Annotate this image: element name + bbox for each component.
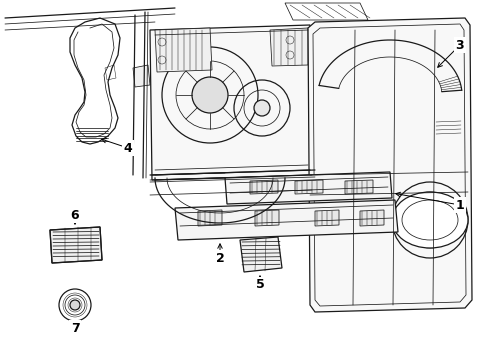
- Text: 5: 5: [255, 279, 264, 292]
- Text: 7: 7: [70, 321, 79, 334]
- Ellipse shape: [391, 192, 467, 248]
- Polygon shape: [269, 28, 307, 66]
- Polygon shape: [50, 227, 102, 263]
- Text: 1: 1: [455, 198, 464, 212]
- Text: 2: 2: [215, 252, 224, 265]
- Polygon shape: [150, 25, 311, 180]
- Polygon shape: [294, 180, 323, 194]
- Polygon shape: [175, 200, 397, 240]
- Text: 6: 6: [71, 208, 79, 221]
- Circle shape: [192, 77, 227, 113]
- Polygon shape: [224, 172, 391, 204]
- Polygon shape: [198, 210, 222, 226]
- Polygon shape: [359, 210, 383, 226]
- Circle shape: [253, 100, 269, 116]
- Polygon shape: [133, 65, 150, 87]
- Polygon shape: [434, 115, 461, 140]
- Circle shape: [70, 300, 80, 310]
- Text: 3: 3: [455, 39, 464, 51]
- Polygon shape: [249, 180, 278, 194]
- Polygon shape: [240, 237, 282, 272]
- Text: 4: 4: [123, 141, 132, 154]
- Polygon shape: [345, 180, 372, 194]
- Polygon shape: [254, 210, 279, 226]
- Polygon shape: [314, 210, 338, 226]
- Polygon shape: [155, 28, 212, 72]
- Polygon shape: [307, 18, 471, 312]
